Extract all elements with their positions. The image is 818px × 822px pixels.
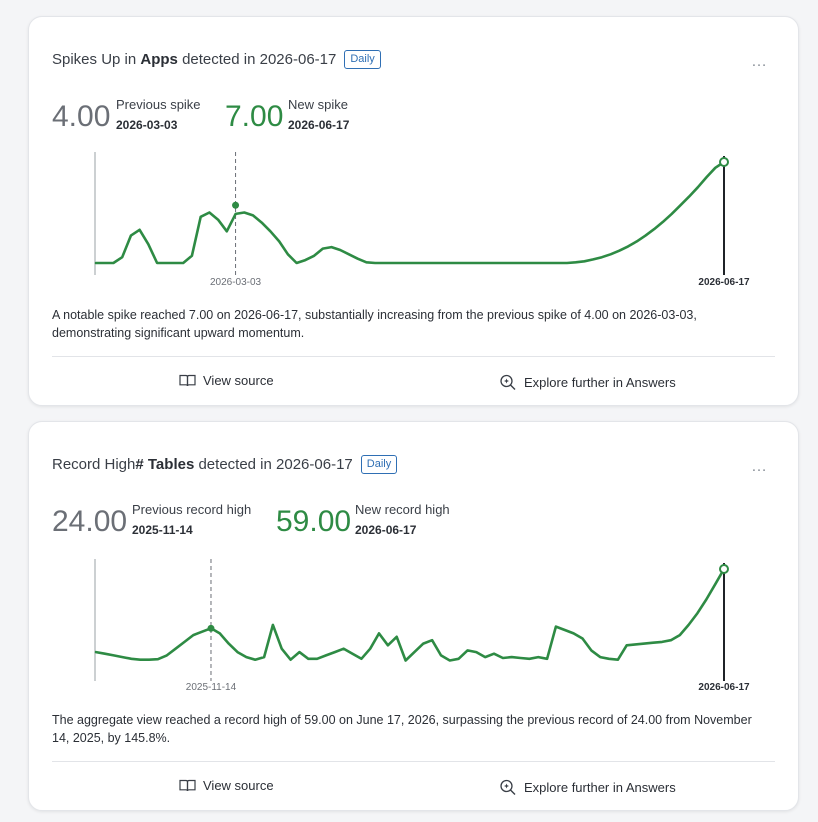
insight-description: A notable spike reached 7.00 on 2026-06-… <box>52 308 697 340</box>
explore-label: Explore further in Answers <box>524 374 676 390</box>
explore-label: Explore further in Answers <box>524 779 676 795</box>
title-prefix: Record High <box>52 456 136 473</box>
view-source-label: View source <box>203 778 274 793</box>
search-sparkle-icon <box>500 779 516 795</box>
new-label: New spike <box>288 97 348 112</box>
book-icon <box>179 779 196 792</box>
series-line <box>94 160 726 265</box>
title-metric: # Tables <box>135 456 195 473</box>
book-icon <box>179 374 196 387</box>
x-tick-label: 2026-06-17 <box>698 682 750 693</box>
new-date: 2026-06-17 <box>355 523 417 537</box>
title-suffix: detected in 2026-06-17 <box>182 51 337 68</box>
new-value: 59.00 <box>276 505 352 538</box>
insight-title: Spikes Up in Apps detected in 2026-06-17… <box>52 50 381 69</box>
previous-value: 4.00 <box>52 100 111 133</box>
x-tick-label: 2026-06-17 <box>698 277 750 288</box>
series-line <box>94 567 726 662</box>
insight-card: 2025-11-14 2026-06-17 Record High # Table… <box>28 421 799 811</box>
spike-line-chart: 2026-03-03 2026-06-17 <box>94 152 750 288</box>
insight-card: 2026-03-03 2026-06-17 Spikes Up in Apps d… <box>28 16 799 406</box>
x-tick-label: 2026-03-03 <box>210 277 262 288</box>
view-source-button[interactable]: View source <box>179 778 274 793</box>
more-options-icon[interactable]: … <box>751 53 768 70</box>
previous-value: 24.00 <box>52 505 128 538</box>
frequency-badge: Daily <box>360 455 398 474</box>
previous-date: 2026-03-03 <box>116 118 178 132</box>
insight-title: Record High # Tables detected in 2026-06… <box>52 455 398 474</box>
search-sparkle-icon <box>500 374 516 390</box>
title-metric: Apps <box>140 51 178 68</box>
view-source-button[interactable]: View source <box>179 373 274 388</box>
frequency-badge: Daily <box>344 50 381 69</box>
new-point <box>719 564 729 574</box>
explore-answers-button[interactable]: Explore further in Answers <box>499 373 676 391</box>
explore-answers-button[interactable]: Explore further in Answers <box>499 778 676 796</box>
record-high-line-chart: 2025-11-14 2026-06-17 <box>94 559 750 693</box>
title-suffix: detected in 2026-06-17 <box>198 456 353 473</box>
insight-description: The aggregate view reached a record high… <box>52 713 752 745</box>
title-prefix: Spikes Up in <box>52 51 137 68</box>
x-tick-label: 2025-11-14 <box>186 682 237 693</box>
previous-label: Previous record high <box>132 502 252 517</box>
new-value: 7.00 <box>225 100 284 133</box>
previous-date: 2025-11-14 <box>132 523 193 537</box>
new-label: New record high <box>355 502 450 517</box>
new-date: 2026-06-17 <box>288 118 350 132</box>
new-point <box>719 157 729 167</box>
more-options-icon[interactable]: … <box>751 458 768 475</box>
view-source-label: View source <box>203 373 274 388</box>
previous-point <box>232 201 240 209</box>
divider <box>52 761 775 762</box>
previous-point <box>207 624 215 632</box>
previous-label: Previous spike <box>116 97 201 112</box>
divider <box>52 356 775 357</box>
